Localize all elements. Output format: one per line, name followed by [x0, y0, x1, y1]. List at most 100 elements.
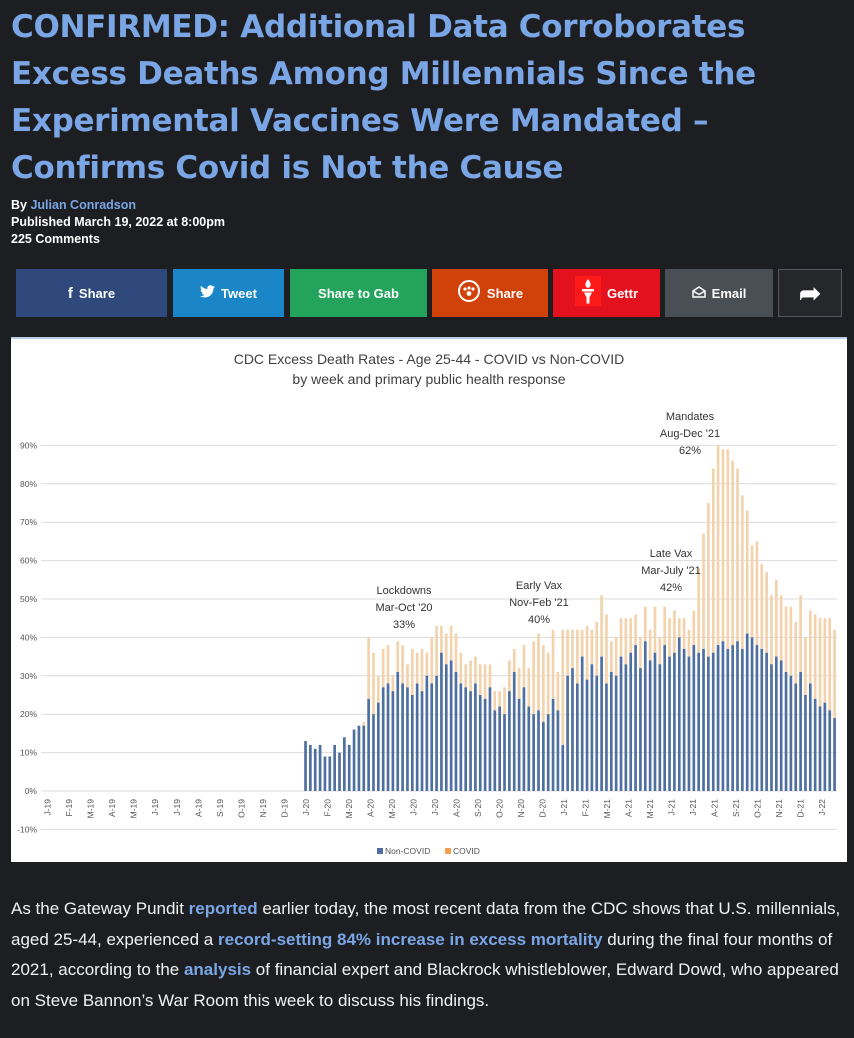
non-covid-bar: [464, 687, 468, 791]
non-covid-bar: [702, 648, 705, 791]
non-covid-bar: [624, 664, 628, 791]
covid-bar: [381, 648, 385, 688]
non-covid-bar: [440, 652, 443, 791]
non-covid-bar: [750, 637, 754, 791]
covid-bar: [508, 660, 511, 692]
x-tick-label: S-19: [215, 799, 225, 817]
parler-share-label: Share: [486, 285, 524, 301]
share-arrow-icon: ➦: [799, 277, 821, 308]
covid-bar: [833, 629, 836, 719]
covid-bar: [522, 645, 526, 688]
twitter-tweet-label: Tweet: [221, 285, 257, 301]
non-covid-bar: [338, 752, 341, 791]
x-tick-label: J-21: [667, 799, 677, 816]
x-tick-label: J-20: [301, 799, 311, 816]
covid-bar: [702, 533, 705, 649]
non-covid-bar: [609, 671, 613, 791]
covid-bar: [449, 625, 453, 661]
non-covid-bar: [619, 656, 623, 791]
y-tick-label: 70%: [20, 517, 37, 527]
covid-bar: [818, 618, 822, 707]
covid-bar: [435, 625, 438, 676]
covid-bar: [639, 637, 642, 669]
non-covid-bar: [517, 698, 521, 791]
covid-bar: [653, 606, 657, 653]
x-tick-label: N-19: [258, 799, 268, 818]
covid-bar: [609, 641, 613, 672]
covid-bar: [755, 541, 759, 646]
x-tick-label: N-20: [516, 799, 526, 818]
non-covid-bar: [376, 702, 380, 791]
non-covid-bar: [430, 683, 434, 791]
x-tick-label: O-21: [753, 799, 763, 818]
covid-bar: [711, 468, 715, 653]
non-covid-bar: [648, 660, 652, 791]
non-covid-bar: [808, 683, 812, 791]
twitter-bird-icon: [200, 284, 216, 302]
paragraph-text-4: of financial expert and Blackrock whistl…: [11, 960, 839, 1010]
facebook-share-button[interactable]: f Share: [16, 269, 167, 317]
chart-canvas: CDC Excess Death Rates - Age 25-44 - COV…: [17, 351, 837, 856]
covid-bar: [498, 691, 502, 707]
covid-bar: [745, 510, 749, 634]
email-share-button[interactable]: Email: [665, 269, 773, 317]
x-tick-label: J-19: [43, 799, 53, 816]
annotation-text: 62%: [679, 445, 701, 457]
covid-bar: [692, 610, 696, 646]
comments-count[interactable]: 225 Comments: [11, 232, 100, 246]
covid-bar: [687, 629, 691, 657]
chart-legend: Non-COVID COVID: [377, 846, 480, 856]
gab-share-button[interactable]: Share to Gab: [290, 269, 427, 317]
non-covid-bar: [556, 710, 560, 791]
covid-bar: [425, 652, 429, 676]
annotation-text: Nov-Feb '21: [509, 597, 569, 609]
legend-swatch-covid: [445, 848, 451, 854]
parler-share-button[interactable]: Share: [432, 269, 548, 317]
non-covid-bar: [444, 664, 448, 791]
chart-bars: [304, 445, 836, 791]
twitter-tweet-button[interactable]: Tweet: [173, 269, 284, 317]
more-share-button[interactable]: ➦: [778, 269, 842, 317]
annotation-text: 33%: [393, 619, 415, 631]
x-tick-label: S-21: [731, 799, 741, 817]
x-tick-label: A-19: [107, 799, 117, 817]
covid-bar: [571, 629, 574, 669]
covid-bar: [493, 691, 497, 711]
gettr-share-label: Gettr: [606, 285, 639, 301]
author-link[interactable]: Julian Conradson: [30, 198, 137, 212]
non-covid-bar: [551, 698, 555, 791]
reported-link[interactable]: reported: [188, 899, 258, 918]
non-covid-bar: [799, 671, 802, 791]
excess-mortality-link[interactable]: record-setting 84% increase in excess mo…: [218, 929, 603, 949]
covid-bar: [697, 568, 701, 653]
facebook-share-label: Share: [78, 285, 116, 301]
non-covid-bar: [716, 645, 720, 791]
covid-bar: [750, 545, 754, 638]
non-covid-bar: [605, 683, 608, 791]
gettr-share-button[interactable]: Gettr: [553, 269, 660, 317]
non-covid-bar: [828, 710, 832, 791]
covid-bar: [585, 625, 589, 680]
covid-bar: [828, 618, 832, 711]
annotation-text: Mar-July '21: [641, 565, 701, 577]
non-covid-bar: [653, 652, 657, 791]
covid-bar: [386, 645, 390, 684]
covid-bar: [760, 564, 764, 649]
y-tick-label: 20%: [20, 709, 37, 719]
analysis-link[interactable]: analysis: [183, 960, 252, 979]
gab-share-label: Share to Gab: [318, 285, 399, 301]
non-covid-bar: [532, 714, 535, 791]
covid-bar: [367, 637, 370, 699]
covid-bar: [542, 645, 545, 722]
x-tick-label: M-20: [387, 799, 397, 819]
non-covid-bar: [328, 756, 332, 791]
non-covid-bar: [449, 660, 453, 791]
x-tick-label: O-19: [236, 799, 246, 818]
non-covid-bar: [367, 698, 370, 791]
non-covid-bar: [347, 744, 351, 791]
article-paragraph: As the Gateway Pundit reported earlier t…: [11, 894, 849, 1016]
non-covid-bar: [600, 656, 603, 791]
covid-bar: [474, 656, 477, 684]
non-covid-bar: [721, 641, 725, 791]
x-tick-label: M-19: [129, 799, 139, 819]
